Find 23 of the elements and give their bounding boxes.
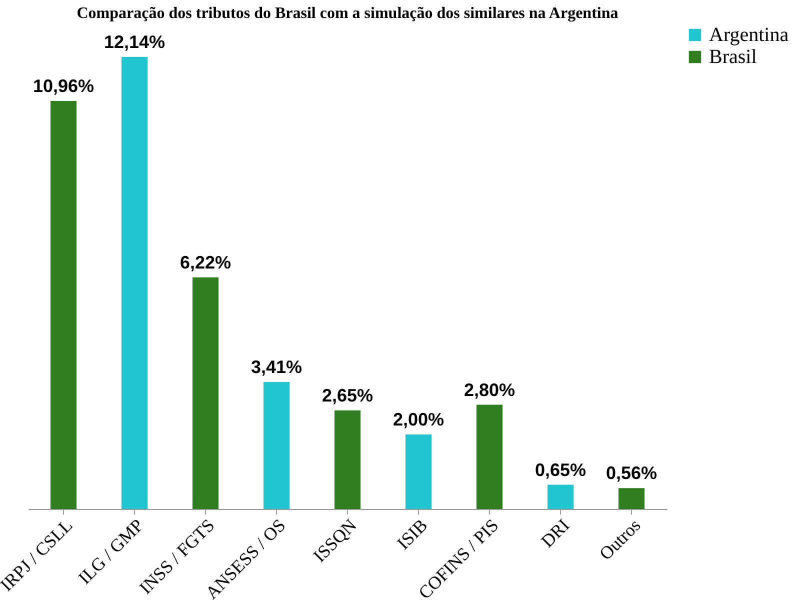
bar [192,277,218,509]
bar [50,100,76,509]
bar [122,57,148,509]
legend-label: Argentina [709,24,789,46]
bar [264,382,290,509]
x-tick-label: ISIB [393,515,432,554]
data-label: 10,96% [32,76,94,96]
bar [476,404,502,509]
data-label: 2,00% [392,410,444,430]
bar [548,484,574,509]
bar [406,434,432,509]
bar [618,488,644,509]
chart-title: Comparação dos tributos do Brasil com a simulação dos similares na Argentina [76,5,618,22]
data-label: 0,56% [606,463,658,484]
data-label: 6,22% [180,252,232,272]
data-label: 2,80% [464,380,516,400]
bar [334,410,360,509]
x-tick-label: DRI [537,515,574,552]
legend-label: Brasil [709,46,758,68]
data-label: 3,41% [250,357,302,378]
data-label: 0,65% [534,460,586,480]
data-label: 12,14% [104,32,166,52]
data-label: 2,65% [322,385,374,406]
